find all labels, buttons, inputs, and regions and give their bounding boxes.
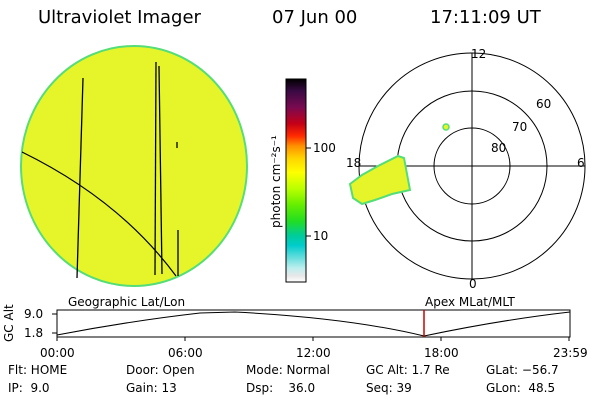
aurora-spot: [442, 123, 450, 131]
scan-line: [154, 61, 157, 276]
orbit-timeline: [52, 309, 571, 341]
timeline-xtick: 00:00: [40, 346, 75, 360]
info-glon: GLon: 48.5: [486, 381, 556, 395]
ring-label-70: 70: [512, 120, 528, 134]
info-door: Door: Open: [126, 363, 195, 377]
info-filter: Flt: HOME: [8, 363, 68, 377]
colorbar-tick-10: 10: [313, 229, 329, 243]
ring-label-60: 60: [536, 97, 552, 111]
mlt-label-6: 6: [577, 156, 585, 170]
timeline-xtick: 12:00: [296, 346, 331, 360]
aurora-region: [348, 154, 412, 206]
info-gc-alt: GC Alt: 1.7 Re: [366, 363, 450, 377]
info-glat: GLat: −56.7: [486, 363, 559, 377]
timeline-xtick: 06:00: [168, 346, 203, 360]
timeline-xtick: 18:00: [424, 346, 459, 360]
mlt-label-18: 18: [346, 156, 362, 170]
timeline-ytick-1-8: 1.8: [24, 326, 44, 340]
info-mode: Mode: Normal: [246, 363, 330, 377]
info-ip: IP: 9.0: [8, 381, 50, 395]
instrument-title: Ultraviolet Imager: [38, 7, 201, 28]
info-gain: Gain: 13: [126, 381, 177, 395]
timeline-right-title: Apex MLat/MLT: [425, 295, 515, 309]
colorbar: [285, 78, 311, 283]
timeline-xtick: 23:59: [553, 346, 588, 360]
timeline-ytick-9: 9.0: [24, 307, 44, 321]
scan-line: [76, 77, 84, 279]
ring-label-80: 80: [491, 141, 507, 155]
altitude-curve: [56, 311, 571, 337]
mlt-label-0: 0: [469, 277, 477, 291]
earth-disk-image: [20, 45, 248, 287]
date-label: 07 Jun 00: [272, 7, 358, 28]
scan-line: [158, 65, 163, 275]
time-label: 17:11:09 UT: [430, 7, 541, 28]
timeline-left-title: Geographic Lat/Lon: [68, 295, 186, 309]
colorbar-label: photon cm⁻²s⁻¹: [269, 135, 283, 228]
info-dsp: Dsp: 36.0: [246, 381, 316, 395]
mlt-label-12: 12: [471, 47, 487, 61]
scan-curve: [21, 151, 177, 277]
info-seq: Seq: 39: [366, 381, 412, 395]
polar-plot: [348, 52, 586, 280]
timeline-ylabel: GC Alt: [2, 304, 16, 342]
colorbar-tick-100: 100: [313, 141, 336, 155]
